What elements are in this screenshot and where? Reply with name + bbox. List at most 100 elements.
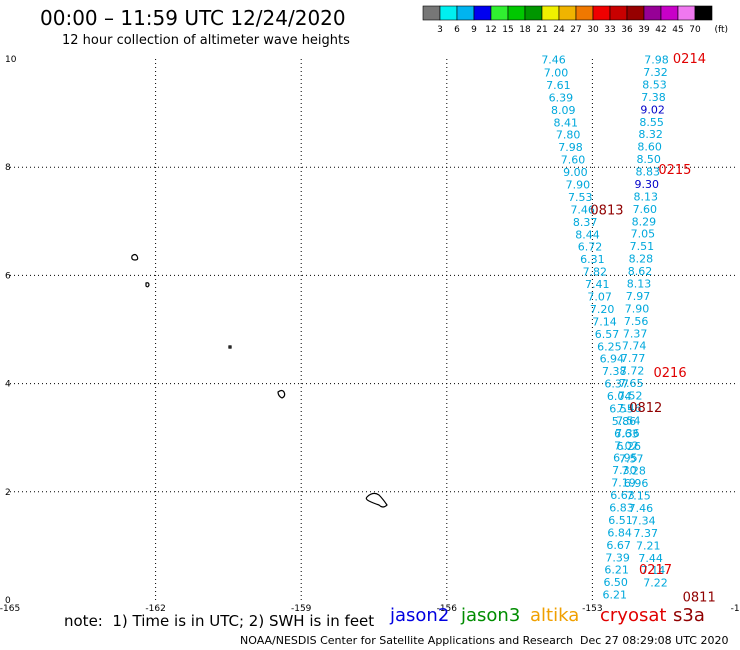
swh-value-label: 7.21: [636, 539, 661, 552]
colorbar-label: 15: [502, 25, 513, 35]
colorbar-swatch: [694, 5, 713, 21]
swh-value-label: 7.51: [630, 240, 655, 253]
swh-value-label: 8.53: [642, 78, 667, 91]
swh-value-label: 5.86: [612, 415, 637, 428]
swh-value-label: 6.04: [607, 390, 632, 403]
colorbar-unit: (ft): [714, 25, 728, 35]
swh-value-label: 7.00: [544, 67, 569, 80]
swh-value-label: 6.83: [609, 501, 634, 514]
y-tick-label: 8: [5, 163, 11, 173]
x-tick-label: -153: [582, 604, 602, 614]
footer-note: note: 1) Time is in UTC; 2) SWH is in fe…: [64, 612, 375, 630]
colorbar-label: 12: [485, 25, 496, 35]
x-tick-label: -156: [437, 604, 458, 614]
swh-value-label: 9.00: [563, 166, 588, 179]
swh-value-label: 7.37: [634, 527, 659, 540]
swh-value-label: 7.46: [570, 203, 595, 216]
x-tick-label: -162: [145, 604, 165, 614]
pass-time-label: 0214: [673, 52, 706, 67]
x-tick-label: -15: [731, 604, 740, 614]
swh-value-label: 7.07: [587, 290, 612, 303]
colorbar-label: 39: [638, 25, 650, 35]
swh-value-label: 7.61: [546, 79, 571, 92]
swh-value-label: 6.72: [578, 241, 603, 254]
island-outline: [365, 492, 388, 508]
swh-value-label: 9.30: [635, 178, 660, 191]
swh-value-label: 6.67: [606, 539, 631, 552]
swh-value-label: 7.32: [643, 66, 668, 79]
swh-value-label: 8.50: [636, 153, 661, 166]
swh-value-label: 6.63: [614, 427, 639, 440]
x-tick-label: -165: [0, 604, 20, 614]
legend-jason2: jason2: [390, 605, 450, 626]
swh-value-label: 6.94: [600, 353, 625, 366]
x-tick-label: -159: [291, 604, 312, 614]
swh-value-label: 6.95: [613, 452, 638, 465]
pass-time-label: 0811: [683, 590, 716, 605]
colorbar-label: 42: [655, 25, 666, 35]
legend-altika: altika: [530, 605, 580, 626]
swh-value-label: 7.28: [621, 465, 646, 478]
island-outline: [131, 253, 139, 261]
swh-value-label: 6.51: [608, 514, 633, 527]
swh-value-label: 7.60: [561, 154, 586, 167]
swh-value-label: 6.96: [624, 477, 649, 490]
swh-value-label: 8.60: [637, 141, 662, 154]
swh-value-label: 7.19: [611, 477, 636, 490]
colorbar-label: 33: [604, 25, 615, 35]
swh-value-label: 7.41: [585, 278, 610, 291]
swh-value-label: 7.74: [622, 340, 647, 353]
swh-value-label: 7.65: [619, 377, 644, 390]
swh-value-label: 7.46: [541, 54, 566, 67]
swh-value-label: 6.55: [609, 402, 634, 415]
legend-s3a: s3a: [673, 605, 705, 626]
swh-value-label: 7.80: [556, 129, 581, 142]
y-tick-label: 0: [5, 596, 11, 606]
swh-value-label: 6.84: [607, 526, 632, 539]
swh-value-label: 8.44: [575, 228, 600, 241]
swh-value-label: 8.28: [629, 253, 654, 266]
colorbar-label: 27: [570, 25, 581, 35]
y-tick-label: 6: [5, 271, 11, 281]
swh-value-label: 7.20: [590, 303, 615, 316]
swh-value-label: 6.63: [610, 489, 635, 502]
swh-value-label: 7.38: [641, 91, 666, 104]
colorbar-label: 6: [454, 25, 460, 35]
swh-value-label: 7.53: [568, 191, 593, 204]
swh-value-label: 6.21: [604, 564, 629, 577]
colorbar-label: 18: [519, 25, 531, 35]
colorbar-label: 21: [536, 25, 547, 35]
island-outline: [228, 345, 232, 349]
swh-value-label: 7.60: [633, 203, 658, 216]
swh-value-label: 7.37: [623, 327, 648, 340]
swh-value-label: 8.29: [632, 215, 657, 228]
swh-value-label: 7.39: [605, 551, 630, 564]
swh-value-label: 8.62: [628, 265, 653, 278]
pass-time-label: 0216: [654, 366, 687, 381]
swh-value-label: 6.21: [602, 589, 627, 602]
swh-value-label: 8.55: [639, 116, 664, 129]
timestamp-text: Dec 27 08:29:08 UTC 2020: [580, 634, 729, 647]
swh-value-label: 7.57: [619, 452, 644, 465]
swh-value-label: 6.50: [603, 576, 628, 589]
swh-value-label: 6.25: [597, 340, 622, 353]
pass-time-label: 0215: [658, 163, 691, 178]
swh-value-label: 6.26: [617, 440, 642, 453]
colorbar-label: 70: [689, 25, 701, 35]
colorbar-label: 36: [621, 25, 633, 35]
legend-cryosat: cryosat: [600, 605, 667, 626]
swh-value-label: 7.77: [621, 352, 646, 365]
swh-value-label: 7.54: [616, 414, 641, 427]
chart-subtitle: 12 hour collection of altimeter wave hei…: [62, 33, 350, 48]
swh-value-label: 7.52: [618, 390, 643, 403]
swh-value-label: 7.72: [620, 365, 645, 378]
swh-value-label: 6.39: [549, 91, 574, 104]
swh-value-label: 7.36: [615, 427, 640, 440]
swh-value-label: 6.37: [604, 378, 629, 391]
credit-text: NOAA/NESDIS Center for Satellite Applica…: [240, 634, 574, 647]
swh-value-label: 7.82: [583, 266, 608, 279]
legend-jason3: jason3: [461, 605, 521, 626]
swh-value-label: 7.56: [624, 315, 649, 328]
swh-value-label: 7.98: [644, 54, 669, 67]
swh-value-label: 7.02: [614, 439, 639, 452]
